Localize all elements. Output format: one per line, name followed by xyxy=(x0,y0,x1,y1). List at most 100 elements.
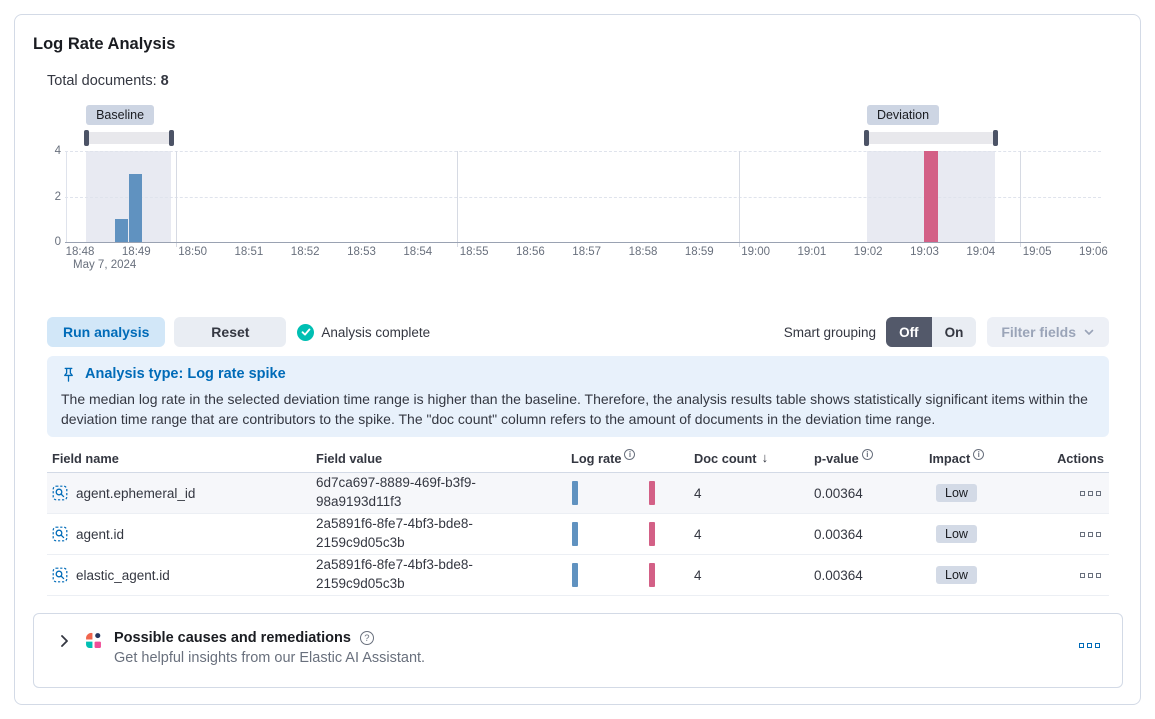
field-search-icon[interactable] xyxy=(52,567,68,583)
total-documents-label: Total documents: xyxy=(47,73,157,89)
x-tick-label: 18:52 xyxy=(290,246,320,258)
x-tick-label: 18:58 xyxy=(628,246,658,258)
x-tick-label: 18:53 xyxy=(347,246,376,258)
smart-grouping-on-button[interactable]: On xyxy=(931,317,977,347)
smart-grouping-label: Smart grouping xyxy=(783,324,877,340)
row-actions-button[interactable] xyxy=(1077,490,1101,496)
column-header-field-value[interactable]: Field value xyxy=(316,450,383,466)
run-analysis-button[interactable]: Run analysis xyxy=(47,317,166,347)
analysis-status-label: Analysis complete xyxy=(321,324,431,340)
x-tick-label: 19:02 xyxy=(853,246,883,258)
x-tick-label: 18:56 xyxy=(516,246,545,258)
x-tick-label: 19:05 xyxy=(1022,246,1052,258)
x-tick-label: 18:55 xyxy=(459,246,489,258)
field-value: 6d7ca697-8889-469f-b3f9-98a9193d11f3 xyxy=(316,475,476,509)
row-actions-button[interactable] xyxy=(1077,572,1101,578)
impact-badge: Low xyxy=(936,525,977,543)
p-value-value: 0.00364 xyxy=(814,526,863,542)
possible-causes-subtitle: Get helpful insights from our Elastic AI… xyxy=(114,650,426,666)
x-gridline xyxy=(175,151,177,247)
column-header-field-name[interactable]: Field name xyxy=(52,450,119,466)
callout-body: The median log rate in the selected devi… xyxy=(61,391,1088,428)
table-row: elastic_agent.id 2a5891f6-8fe7-4bf3-bde8… xyxy=(47,555,1109,596)
deviation-brush-track[interactable] xyxy=(866,132,996,144)
field-name: agent.id xyxy=(76,526,125,542)
log-rate-sparkline xyxy=(571,522,659,546)
p-value-value: 0.00364 xyxy=(814,485,863,501)
x-tick-label: 18:57 xyxy=(572,246,602,258)
baseline-bar xyxy=(114,219,129,242)
x-gridline xyxy=(1020,151,1022,247)
document-count-chart: Baseline Deviation 18:48 18:49 18:50 18:51 18:… xyxy=(47,105,1109,275)
x-tick-label: 18:49 xyxy=(121,246,151,258)
baseline-badge: Baseline xyxy=(86,105,155,125)
elastic-ai-assistant-icon xyxy=(86,632,101,648)
analysis-type-callout: Analysis type: Log rate spike The median… xyxy=(47,356,1109,437)
column-header-impact[interactable]: Impact i xyxy=(924,448,1041,466)
x-gridline xyxy=(457,151,459,247)
controls-bar: Run analysis Reset Analysis complete Sma… xyxy=(47,317,1109,347)
x-tick-label: 18:51 xyxy=(234,246,264,258)
log-rate-sparkline xyxy=(571,481,659,505)
x-tick-label: 18:54 xyxy=(403,246,433,258)
expand-chevron-icon[interactable] xyxy=(56,633,72,649)
column-header-actions: Actions xyxy=(1057,450,1104,466)
log-rate-sparkline xyxy=(571,563,659,587)
column-header-doc-count[interactable]: Doc count ↓ xyxy=(694,449,769,466)
table-row: agent.ephemeral_id 6d7ca697-8889-469f-b3… xyxy=(47,473,1109,514)
impact-badge: Low xyxy=(936,566,977,584)
filter-fields-button[interactable]: Filter fields xyxy=(987,317,1109,347)
y-gridline xyxy=(65,151,1101,152)
smart-grouping-toggle: Off On xyxy=(886,317,977,347)
p-value-value: 0.00364 xyxy=(814,567,863,583)
y-gridline xyxy=(65,196,1101,198)
x-axis-date-label: May 7, 2024 xyxy=(73,259,137,271)
info-icon: i xyxy=(624,448,636,460)
baseline-brush-track[interactable] xyxy=(86,132,172,144)
x-tick-label: 19:06 xyxy=(1079,246,1108,258)
doc-count-value: 4 xyxy=(694,526,702,542)
deviation-badge: Deviation xyxy=(866,105,940,125)
check-icon xyxy=(297,323,315,341)
table-header: Field name Field value Log rate i Doc cou… xyxy=(47,444,1109,473)
row-actions-button[interactable] xyxy=(1077,531,1101,537)
deviation-brush-handle-right[interactable] xyxy=(992,130,998,146)
field-value: 2a5891f6-8fe7-4bf3-bde8-2159c9d05c3b xyxy=(316,557,473,591)
filter-fields-label: Filter fields xyxy=(1001,324,1076,340)
table-body: agent.ephemeral_id 6d7ca697-8889-469f-b3… xyxy=(47,473,1109,596)
chevron-down-icon xyxy=(1084,329,1094,335)
pin-icon xyxy=(64,367,73,382)
column-header-log-rate[interactable]: Log rate i xyxy=(566,448,689,466)
results-table: Field name Field value Log rate i Doc cou… xyxy=(47,444,1109,596)
possible-causes-panel: Possible causes and remediations ? Get h… xyxy=(33,613,1123,688)
baseline-brush-handle-left[interactable] xyxy=(83,130,89,146)
y-tick-label: 4 xyxy=(54,145,61,157)
smart-grouping-off-button[interactable]: Off xyxy=(886,317,932,347)
deviation-brush-handle-left[interactable] xyxy=(864,130,870,146)
panel-actions-button[interactable] xyxy=(1076,643,1100,648)
reset-button[interactable]: Reset xyxy=(174,317,287,347)
field-name: agent.ephemeral_id xyxy=(76,485,196,501)
sort-descending-icon: ↓ xyxy=(761,449,769,465)
impact-badge: Low xyxy=(936,484,977,502)
x-tick-label: 18:59 xyxy=(684,246,714,258)
callout-title: Analysis type: Log rate spike xyxy=(85,366,286,382)
deviation-bar xyxy=(924,151,938,242)
help-icon[interactable]: ? xyxy=(359,631,374,645)
total-documents-value: 8 xyxy=(160,73,169,89)
baseline-brush-handle-right[interactable] xyxy=(168,130,174,146)
field-name: elastic_agent.id xyxy=(76,567,170,583)
x-gridline xyxy=(738,151,740,247)
field-search-icon[interactable] xyxy=(52,526,68,542)
info-icon: i xyxy=(861,448,873,460)
table-row: agent.id 2a5891f6-8fe7-4bf3-bde8-2159c9d… xyxy=(47,514,1109,555)
x-tick-label: 18:48 xyxy=(65,246,95,258)
x-tick-label: 19:03 xyxy=(910,246,939,258)
column-header-p-value[interactable]: p-value i xyxy=(809,448,924,466)
y-tick-label: 0 xyxy=(54,236,61,248)
baseline-bar xyxy=(128,173,143,242)
doc-count-value: 4 xyxy=(694,485,702,501)
y-tick-label: 2 xyxy=(54,190,61,203)
field-search-icon[interactable] xyxy=(52,485,68,501)
x-tick-label: 19:00 xyxy=(741,246,770,258)
